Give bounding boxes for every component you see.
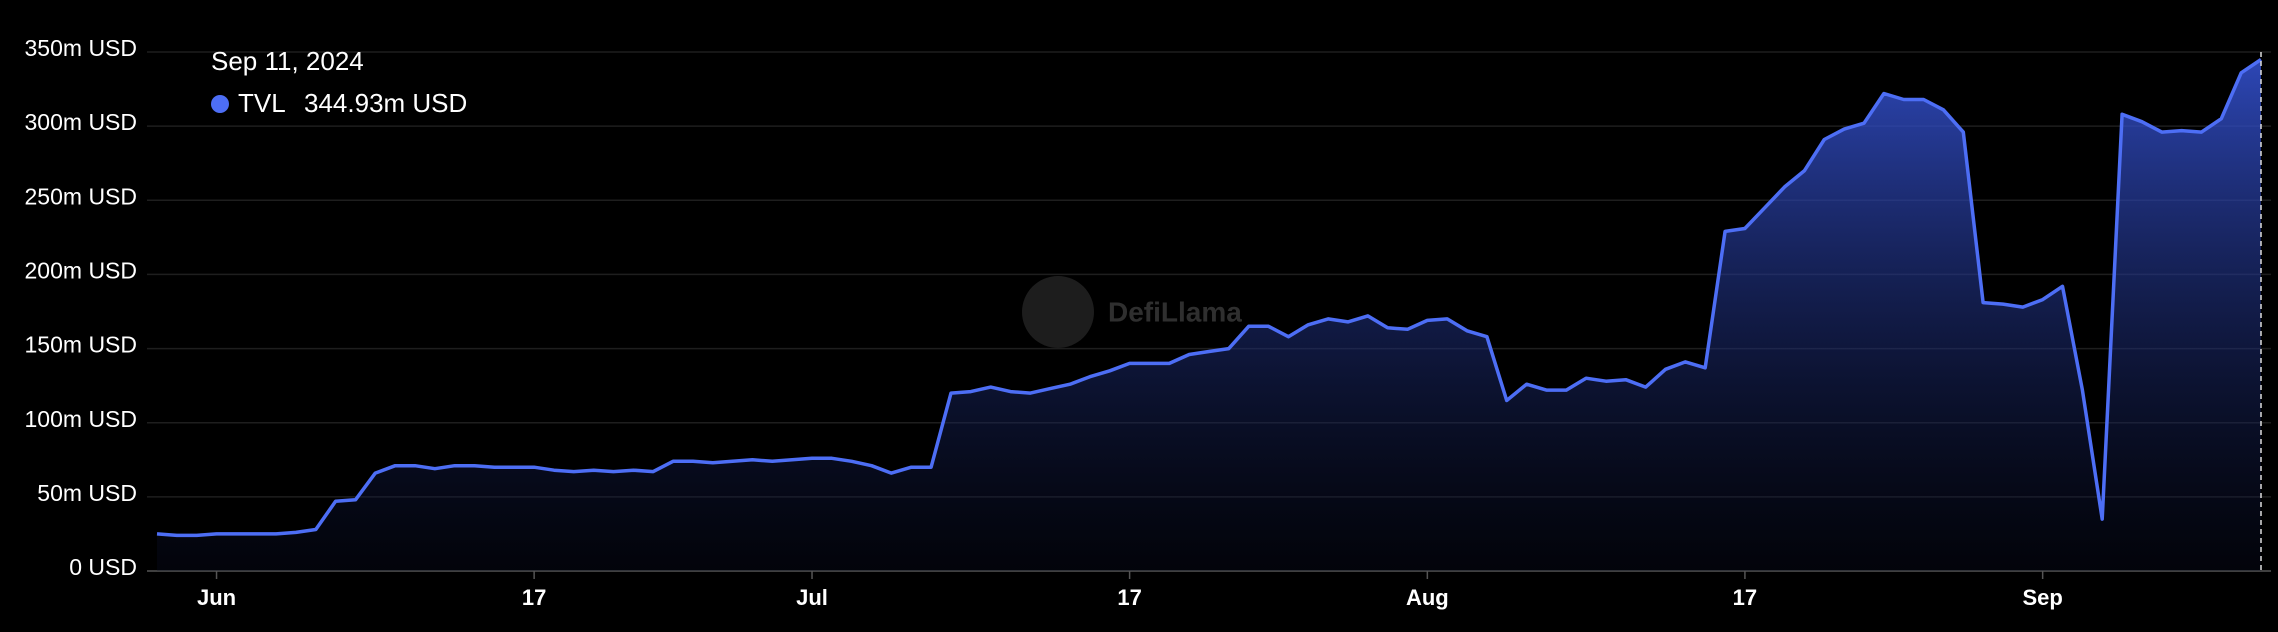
y-tick-label: 50m USD — [37, 480, 137, 506]
y-tick-label: 100m USD — [25, 406, 137, 432]
x-tick-label: Jun — [197, 585, 236, 610]
x-tick-label: 17 — [1117, 585, 1141, 610]
x-tick-label: Jul — [796, 585, 828, 610]
y-tick-label: 0 USD — [69, 554, 137, 580]
tooltip: Sep 11, 2024 TVL 344.93m USD — [211, 46, 467, 118]
line — [156, 58, 2262, 538]
y-tick-label: 200m USD — [25, 258, 137, 284]
legend-marker — [211, 95, 229, 113]
y-tick-label: 250m USD — [25, 183, 137, 209]
watermark-text: DefiLlama — [1108, 296, 1242, 327]
x-tick-label: Aug — [1406, 585, 1449, 610]
y-tick-label: 300m USD — [25, 109, 137, 135]
x-tick-label: 17 — [1733, 585, 1757, 610]
area-fill — [157, 59, 2261, 571]
y-tick-label: 350m USD — [25, 35, 137, 61]
watermark-logo — [1022, 276, 1094, 348]
legend-label: TVL — [238, 88, 286, 118]
watermark: DefiLlama — [1022, 276, 1242, 348]
y-tick-label: 150m USD — [25, 332, 137, 358]
x-tick-label: Sep — [2022, 585, 2062, 610]
tooltip-date: Sep 11, 2024 — [211, 46, 364, 76]
x-tick-label: 17 — [522, 585, 546, 610]
tooltip-value: 344.93m USD — [304, 88, 467, 118]
